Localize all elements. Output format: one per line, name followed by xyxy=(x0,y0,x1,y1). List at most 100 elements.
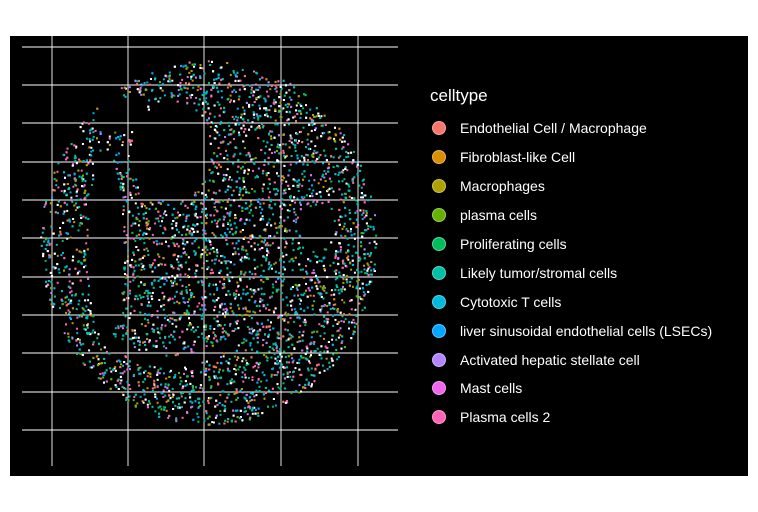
cell-point xyxy=(234,293,237,296)
cell-point xyxy=(277,226,280,229)
cell-point xyxy=(261,412,264,415)
cell-point xyxy=(315,107,318,110)
cell-point xyxy=(298,183,301,186)
cell-point xyxy=(195,238,198,241)
cell-point xyxy=(125,307,128,310)
cell-point xyxy=(298,336,301,339)
cell-point xyxy=(219,410,222,413)
cell-point xyxy=(169,397,172,400)
cell-point xyxy=(235,186,238,189)
cell-point xyxy=(253,162,256,165)
cell-point xyxy=(143,248,146,251)
cell-point xyxy=(181,200,184,203)
cell-point xyxy=(282,79,285,82)
cell-point xyxy=(234,373,237,376)
cell-point xyxy=(273,237,276,239)
cell-point xyxy=(296,216,299,219)
cell-point xyxy=(269,328,272,331)
cell-point xyxy=(259,107,261,110)
cell-point xyxy=(337,321,340,324)
cell-point xyxy=(234,420,237,423)
cell-point xyxy=(245,134,248,137)
cell-point xyxy=(352,330,355,333)
cell-point xyxy=(301,141,304,144)
cell-point xyxy=(356,165,359,168)
cell-point xyxy=(271,130,274,133)
cell-point xyxy=(188,284,191,286)
cell-point xyxy=(149,83,151,86)
cell-point xyxy=(171,284,173,287)
cell-point xyxy=(237,98,240,101)
cell-point xyxy=(231,276,234,279)
cell-point xyxy=(164,383,167,386)
cell-point xyxy=(264,114,267,117)
cell-point xyxy=(265,277,268,280)
cell-point xyxy=(210,385,213,388)
cell-point xyxy=(279,199,282,202)
cell-point xyxy=(242,341,245,344)
cell-point xyxy=(295,132,298,135)
cell-point xyxy=(42,252,45,255)
cell-point xyxy=(213,115,216,118)
cell-point xyxy=(304,94,307,97)
cell-point xyxy=(284,155,287,158)
cell-point xyxy=(71,307,74,310)
cell-point xyxy=(261,187,264,190)
cell-point xyxy=(66,237,69,240)
cell-point xyxy=(285,361,288,364)
cell-point xyxy=(222,199,224,202)
cell-point xyxy=(242,124,245,127)
cell-point xyxy=(47,241,50,244)
cell-point xyxy=(266,351,269,354)
cell-point xyxy=(287,184,290,187)
cell-point xyxy=(311,308,314,311)
cell-point xyxy=(277,333,280,336)
cell-point xyxy=(342,146,345,149)
cell-point xyxy=(276,150,278,152)
cell-point xyxy=(190,203,193,206)
cell-point xyxy=(52,189,55,192)
cell-point xyxy=(328,302,331,304)
cell-point xyxy=(373,263,376,266)
cell-point xyxy=(319,293,322,296)
cell-point xyxy=(366,269,369,272)
cell-point xyxy=(88,331,91,334)
cell-point xyxy=(334,126,336,129)
cell-point xyxy=(144,317,146,320)
cell-point xyxy=(343,140,346,143)
cell-point xyxy=(261,371,264,374)
cell-point xyxy=(210,172,213,175)
cell-point xyxy=(294,179,296,182)
cell-point xyxy=(189,400,192,403)
cell-point xyxy=(229,211,232,214)
cell-point xyxy=(229,73,232,76)
cell-point xyxy=(159,262,162,265)
cell-point xyxy=(286,401,289,404)
cell-point xyxy=(347,152,350,155)
cell-point xyxy=(159,367,162,370)
cell-point xyxy=(288,187,291,190)
cell-point xyxy=(71,322,74,325)
cell-point xyxy=(282,99,285,101)
cell-point xyxy=(248,314,251,317)
cell-point xyxy=(321,325,324,327)
cell-point xyxy=(327,170,330,173)
cell-point xyxy=(238,187,241,190)
cell-point xyxy=(361,218,364,221)
cell-point xyxy=(326,190,329,193)
cell-point xyxy=(173,243,176,246)
cell-point xyxy=(293,308,296,311)
cell-point xyxy=(238,417,241,420)
cell-point xyxy=(186,411,188,414)
cell-point xyxy=(255,394,258,397)
cell-point xyxy=(306,347,309,350)
cell-point xyxy=(137,249,140,252)
cell-point xyxy=(192,326,195,329)
cell-point xyxy=(291,269,294,272)
cell-point xyxy=(305,345,308,348)
cell-point xyxy=(165,354,168,357)
cell-point xyxy=(217,73,220,76)
cell-point xyxy=(147,105,150,108)
cell-point xyxy=(234,252,237,255)
cell-point xyxy=(71,259,74,262)
